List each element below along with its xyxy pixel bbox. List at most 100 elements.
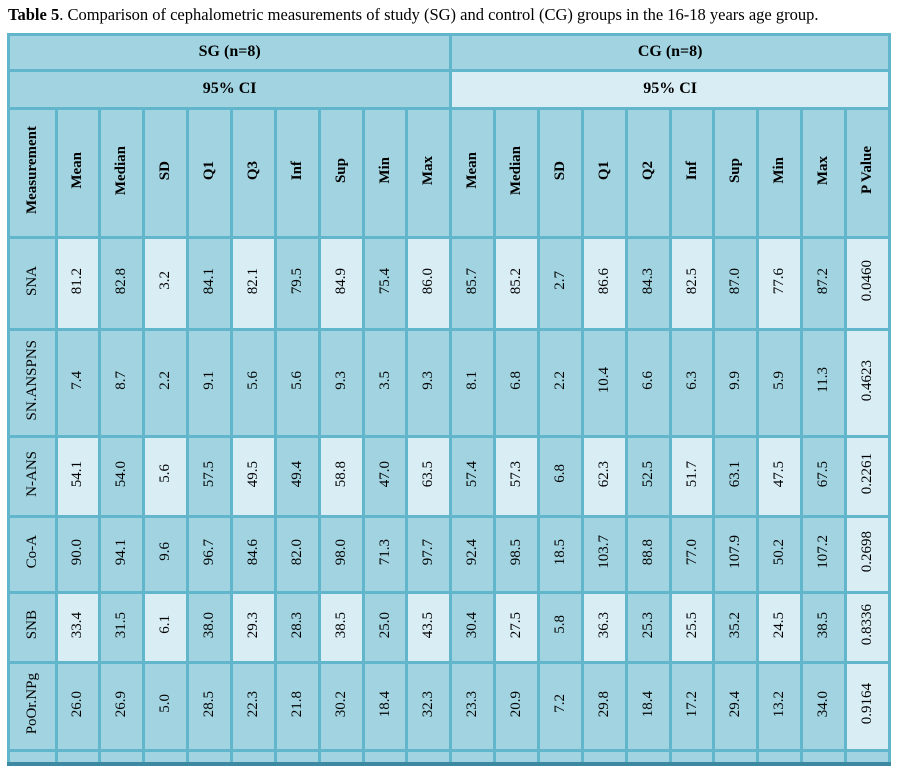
cell-cg-label: 18.4 bbox=[639, 690, 656, 717]
cell-cg-label: 77.6 bbox=[771, 267, 788, 294]
col-header-cg-5: Inf bbox=[668, 106, 716, 239]
cell-sg: 3.2 bbox=[142, 235, 190, 331]
cell-sg-label: 98.0 bbox=[332, 538, 349, 565]
cell-cg: 30.4 bbox=[449, 590, 497, 664]
cell-sg-label: 9.6 bbox=[157, 542, 174, 561]
cell-sg: 58.8 bbox=[317, 434, 365, 518]
partial-cell bbox=[317, 748, 365, 766]
cell-cg: 34.0 bbox=[800, 660, 848, 752]
cell-cg: 27.5 bbox=[493, 590, 541, 664]
cell-p-value: 0.8336 bbox=[844, 590, 891, 664]
cell-cg: 87.0 bbox=[712, 235, 760, 331]
cell-sg: 94.1 bbox=[98, 514, 146, 594]
cell-sg: 3.5 bbox=[361, 327, 409, 438]
cell-cg: 24.5 bbox=[756, 590, 804, 664]
cell-sg: 9.6 bbox=[142, 514, 190, 594]
table-caption: Table 5. Comparison of cephalometric mea… bbox=[8, 5, 891, 26]
measurement-label: PoOr.NPg bbox=[7, 660, 58, 752]
cell-sg-label: 90.0 bbox=[69, 538, 86, 565]
cell-cg: 107.2 bbox=[800, 514, 848, 594]
cephalometric-table: SG (n=8) CG (n=8) 95% CI 95% CI Measurement M… bbox=[6, 32, 891, 767]
cell-cg-label: 62.3 bbox=[595, 460, 612, 487]
measurement-label-label: N-ANS bbox=[23, 450, 40, 497]
cell-sg-label: 82.1 bbox=[244, 267, 261, 294]
partial-cell bbox=[98, 748, 146, 766]
cell-cg: 5.8 bbox=[537, 590, 584, 664]
cell-cg-label: 84.3 bbox=[639, 267, 656, 294]
col-header-sg-6: Sup bbox=[317, 106, 365, 239]
cell-sg: 54.0 bbox=[98, 434, 146, 518]
col-header-cg-5-label: Inf bbox=[683, 160, 700, 180]
cell-sg-label: 54.1 bbox=[69, 460, 86, 487]
ci-header-sg: 95% CI bbox=[6, 68, 453, 110]
cell-sg-label: 33.4 bbox=[69, 611, 86, 638]
cell-cg: 11.3 bbox=[800, 327, 848, 438]
cell-sg-label: 26.0 bbox=[69, 690, 86, 717]
cell-cg-label: 36.3 bbox=[595, 611, 612, 638]
col-header-sg-2: SD bbox=[142, 106, 190, 239]
col-header-cg-9-label: P Value bbox=[859, 146, 876, 195]
col-header-sg-1: Median bbox=[98, 106, 146, 239]
cell-sg-label: 84.9 bbox=[332, 267, 349, 294]
cell-cg-label: 30.4 bbox=[464, 611, 481, 638]
cell-sg: 49.5 bbox=[230, 434, 277, 518]
cell-cg: 2.7 bbox=[537, 235, 584, 331]
cell-sg: 22.3 bbox=[230, 660, 277, 752]
cell-sg: 63.5 bbox=[405, 434, 453, 518]
cell-cg: 85.7 bbox=[449, 235, 497, 331]
table-row-SNA: SNA 81.2 82.8 3.2 84.1 82.1 79.5 84.9 75.4 86.0 85… bbox=[7, 235, 891, 331]
cell-cg: 57.4 bbox=[449, 434, 497, 518]
ci-header-cg: 95% CI bbox=[449, 68, 891, 110]
cell-cg-label: 34.0 bbox=[815, 690, 832, 717]
cell-sg: 90.0 bbox=[54, 514, 102, 594]
cell-sg-label: 54.0 bbox=[113, 460, 130, 487]
cell-cg-label: 98.5 bbox=[508, 538, 525, 565]
cell-cg: 29.4 bbox=[712, 660, 760, 752]
partial-cell bbox=[844, 748, 891, 766]
cell-sg-label: 3.2 bbox=[157, 271, 174, 290]
cell-p-value: 0.2261 bbox=[844, 434, 891, 518]
cell-sg: 33.4 bbox=[54, 590, 102, 664]
cell-sg-label: 28.5 bbox=[201, 690, 218, 717]
cell-p-value-label: 0.2261 bbox=[859, 453, 876, 495]
cell-sg: 47.0 bbox=[361, 434, 409, 518]
cell-cg: 84.3 bbox=[624, 235, 672, 331]
cell-sg: 2.2 bbox=[142, 327, 190, 438]
cell-sg-label: 49.5 bbox=[244, 460, 261, 487]
cell-cg-label: 6.8 bbox=[551, 464, 568, 483]
cell-sg: 57.5 bbox=[186, 434, 233, 518]
cell-cg-label: 10.4 bbox=[595, 367, 612, 394]
table-body: SG (n=8) CG (n=8) 95% CI 95% CI Measurement M… bbox=[6, 32, 891, 766]
cell-sg: 5.6 bbox=[230, 327, 277, 438]
cell-sg-label: 5.6 bbox=[244, 370, 261, 390]
col-header-sg-3: Q1 bbox=[186, 106, 233, 239]
cell-cg: 5.9 bbox=[756, 327, 804, 438]
cell-sg-label: 18.4 bbox=[376, 690, 393, 717]
cell-sg-label: 96.7 bbox=[201, 538, 218, 565]
col-header-sg-4-label: Q3 bbox=[244, 160, 261, 180]
cell-p-value-label: 0.8336 bbox=[859, 604, 876, 646]
col-header-cg-7-label: Min bbox=[771, 156, 788, 184]
col-header-sg-4: Q3 bbox=[230, 106, 277, 239]
cell-cg: 51.7 bbox=[668, 434, 716, 518]
cell-sg: 21.8 bbox=[273, 660, 321, 752]
measurement-label: SN.ANSPNS bbox=[7, 327, 58, 438]
cell-cg: 36.3 bbox=[580, 590, 628, 664]
cell-sg: 98.0 bbox=[317, 514, 365, 594]
cell-sg-label: 57.5 bbox=[201, 460, 218, 487]
cell-sg-label: 31.5 bbox=[113, 611, 130, 638]
cell-cg-label: 51.7 bbox=[683, 460, 700, 487]
cell-cg: 23.3 bbox=[449, 660, 497, 752]
col-header-sg-6-label: Sup bbox=[332, 157, 349, 183]
group-header-row: SG (n=8) CG (n=8) bbox=[6, 32, 891, 72]
cell-cg-label: 52.5 bbox=[639, 460, 656, 487]
cell-sg-label: 82.0 bbox=[288, 538, 305, 565]
table-row-Co-A: Co-A 90.0 94.1 9.6 96.7 84.6 82.0 98.0 71.3 97.7 9… bbox=[7, 514, 891, 594]
cell-cg: 57.3 bbox=[493, 434, 541, 518]
group-header-cg: CG (n=8) bbox=[449, 32, 891, 72]
col-header-measurement: Measurement bbox=[7, 106, 58, 239]
cell-sg-label: 47.0 bbox=[376, 460, 393, 487]
cell-cg-label: 29.4 bbox=[727, 690, 744, 717]
col-header-cg-4-label: Q2 bbox=[639, 160, 656, 180]
cell-sg: 9.1 bbox=[186, 327, 233, 438]
